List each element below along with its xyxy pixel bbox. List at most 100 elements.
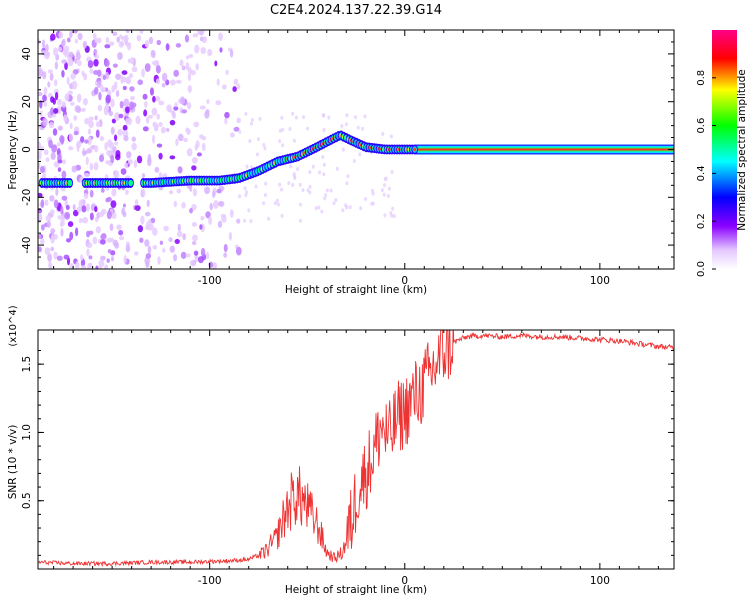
- noise-speck: [130, 96, 135, 101]
- y-tick-label: 0: [21, 146, 33, 153]
- noise-speck: [136, 34, 142, 42]
- noise-speck: [116, 36, 120, 43]
- noise-speck: [114, 141, 119, 146]
- noise-speck: [82, 216, 89, 224]
- noise-speck: [93, 86, 99, 95]
- noise-speck: [219, 47, 223, 53]
- noise-speck: [255, 152, 259, 157]
- noise-speck: [61, 195, 68, 201]
- noise-speck: [109, 237, 115, 243]
- noise-speck: [150, 49, 155, 58]
- noise-speck: [76, 206, 82, 213]
- noise-speck: [201, 142, 206, 152]
- noise-speck: [125, 244, 131, 253]
- noise-speck: [118, 229, 124, 236]
- noise-speck: [85, 203, 91, 212]
- spectrogram-y-axis-label: Frequency (Hz): [7, 110, 19, 189]
- noise-speck: [130, 57, 135, 65]
- noise-speck: [141, 68, 145, 78]
- noise-speck: [122, 85, 127, 91]
- noise-speck: [157, 256, 161, 265]
- noise-speck: [173, 253, 178, 262]
- noise-speck: [110, 98, 115, 108]
- noise-speck: [281, 143, 285, 148]
- noise-speck: [61, 70, 65, 78]
- noise-speck: [306, 126, 310, 131]
- noise-speck: [118, 41, 124, 48]
- noise-speck: [106, 149, 112, 156]
- spectrogram-x-axis-label: Height of straight line (km): [285, 284, 427, 296]
- noise-speck: [195, 63, 199, 71]
- noise-speck: [144, 101, 148, 108]
- noise-speck: [322, 172, 326, 177]
- x-tick-label: -100: [198, 575, 222, 587]
- noise-speck: [197, 256, 204, 264]
- noise-speck: [159, 240, 164, 245]
- noise-speck: [120, 75, 124, 84]
- noise-speck: [41, 224, 45, 231]
- noise-speck: [308, 170, 312, 175]
- noise-speck: [50, 246, 55, 252]
- noise-speck: [181, 201, 186, 209]
- noise-speck: [389, 134, 393, 139]
- noise-speck: [61, 59, 68, 64]
- noise-speck: [278, 139, 282, 144]
- noise-speck: [100, 83, 104, 93]
- noise-speck: [156, 39, 162, 46]
- x-tick-label: 0: [401, 575, 408, 587]
- noise-speck: [292, 138, 296, 143]
- noise-speck: [89, 212, 94, 221]
- noise-speck: [356, 125, 360, 130]
- noise-speck: [391, 206, 395, 211]
- noise-speck: [54, 91, 59, 101]
- noise-speck: [151, 134, 156, 144]
- noise-speck: [106, 258, 110, 263]
- noise-speck: [110, 154, 115, 164]
- noise-speck: [223, 252, 228, 258]
- y-tick-label: 0.5: [21, 492, 33, 509]
- noise-speck: [57, 98, 62, 106]
- noise-speck: [214, 60, 218, 67]
- noise-speck: [110, 200, 117, 209]
- noise-speck: [153, 125, 159, 132]
- noise-speck: [51, 144, 58, 153]
- noise-speck: [233, 78, 239, 86]
- noise-speck: [263, 146, 267, 151]
- noise-speck: [61, 170, 67, 180]
- noise-speck: [99, 135, 105, 142]
- noise-speck: [109, 223, 114, 232]
- noise-speck: [247, 208, 251, 213]
- noise-speck: [194, 255, 200, 263]
- ridge-band-core: [414, 148, 674, 151]
- noise-speck: [192, 33, 199, 38]
- noise-speck: [95, 265, 99, 269]
- noise-speck: [99, 255, 106, 261]
- noise-speck: [104, 44, 111, 49]
- noise-speck: [112, 63, 118, 68]
- noise-speck: [80, 107, 86, 112]
- noise-speck: [105, 36, 110, 44]
- noise-speck: [76, 143, 80, 152]
- noise-speck: [174, 102, 178, 108]
- noise-speck: [262, 201, 266, 206]
- noise-speck: [142, 93, 148, 100]
- noise-speck: [201, 30, 205, 35]
- noise-speck: [144, 39, 150, 48]
- noise-speck: [185, 62, 190, 71]
- noise-speck: [127, 41, 132, 51]
- noise-speck: [361, 126, 365, 131]
- noise-speck: [66, 37, 71, 43]
- noise-speck: [127, 158, 133, 165]
- noise-speck: [273, 201, 277, 206]
- noise-speck: [88, 265, 93, 269]
- noise-speck: [38, 246, 42, 253]
- noise-speck: [86, 148, 92, 154]
- noise-speck: [244, 111, 248, 116]
- noise-speck: [189, 259, 196, 267]
- noise-speck: [71, 80, 78, 90]
- noise-speck: [291, 111, 295, 116]
- noise-speck: [173, 69, 179, 77]
- noise-speck: [302, 115, 306, 120]
- noise-speck: [317, 205, 321, 210]
- x-tick-label: 0: [401, 275, 408, 287]
